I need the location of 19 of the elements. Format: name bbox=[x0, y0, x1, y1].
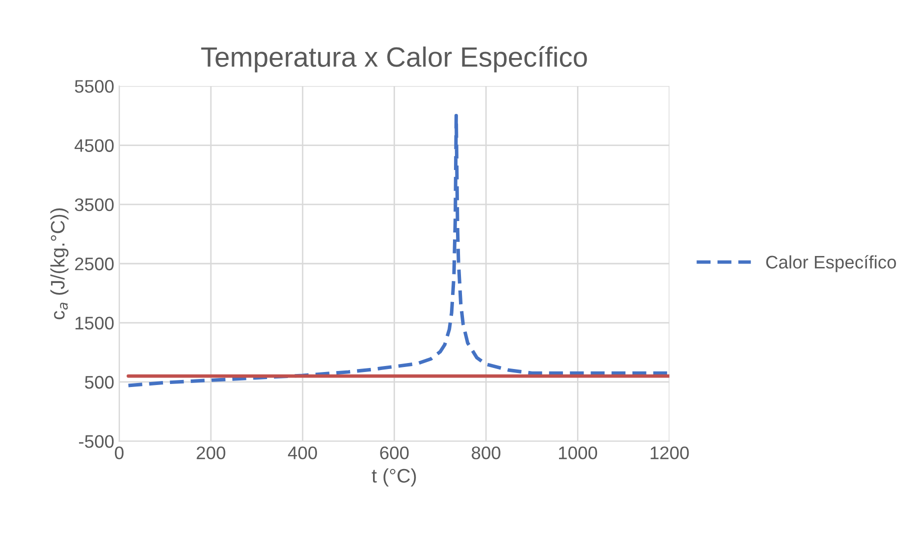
x-tick-label: 1200 bbox=[650, 446, 689, 460]
x-tick-label: 1000 bbox=[559, 446, 598, 460]
x-tick-label: 600 bbox=[380, 446, 409, 460]
x-tick-label: 400 bbox=[288, 446, 317, 460]
x-axis-title: t (°C) bbox=[372, 468, 416, 487]
y-tick-label: 500 bbox=[84, 376, 114, 389]
legend-label: Calor Específico bbox=[766, 255, 896, 272]
x-tick-label: 800 bbox=[472, 446, 500, 460]
x-tick-label: 0 bbox=[114, 446, 124, 460]
y-tick-label: -500 bbox=[79, 435, 114, 448]
y-tick-label: 5500 bbox=[74, 80, 114, 93]
x-tick-label: 200 bbox=[196, 446, 226, 460]
y-axis-title: c$_{a}$ (J/(kg.°C)) bbox=[50, 208, 68, 320]
line-series bbox=[126, 114, 670, 388]
y-tick-label: 1500 bbox=[76, 316, 114, 330]
y-tick-label: 3500 bbox=[74, 198, 114, 212]
y-tick-label: 2500 bbox=[75, 258, 114, 270]
y-tick-label: 4500 bbox=[74, 139, 114, 152]
chart-title: Temperatura x Calor Específico bbox=[201, 46, 587, 72]
